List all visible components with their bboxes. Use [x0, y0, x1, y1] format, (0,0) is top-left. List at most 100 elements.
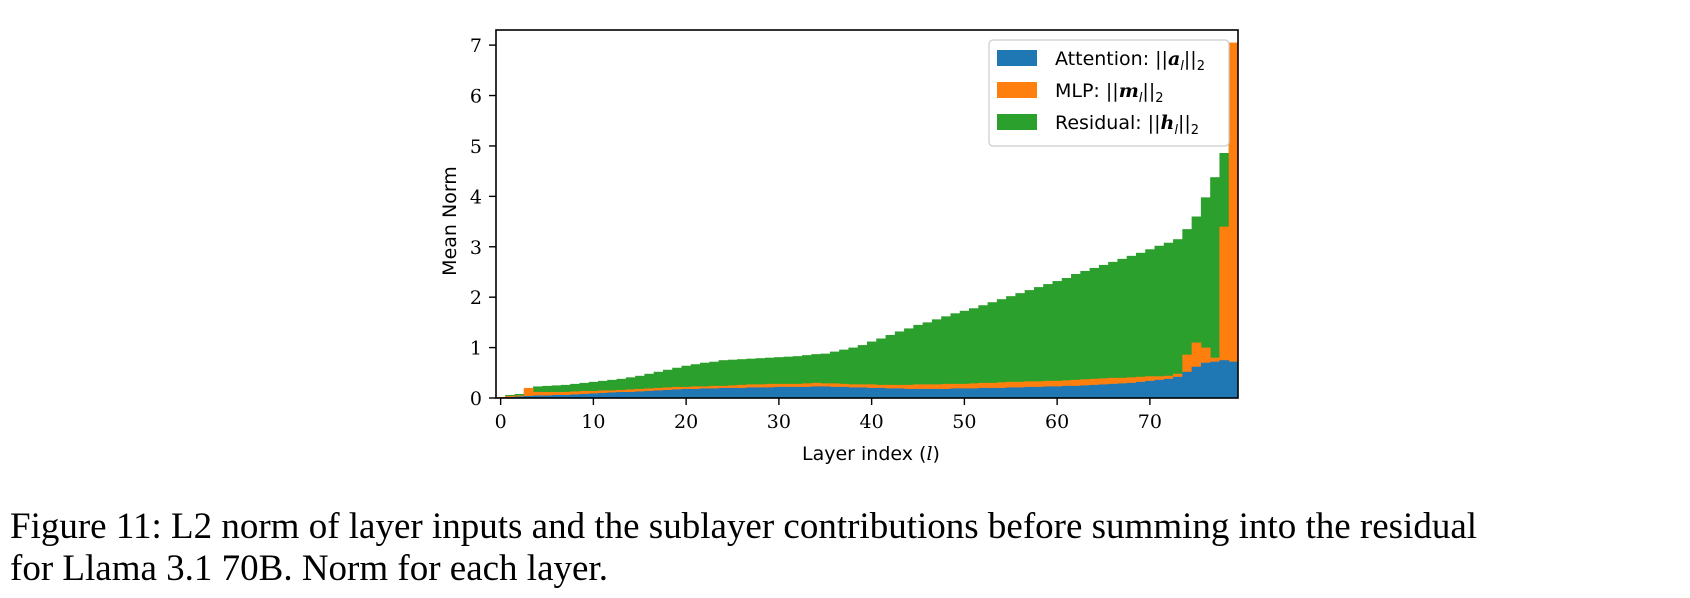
residual-bar-50: [959, 310, 970, 398]
y-tick-label-7: 7: [470, 35, 482, 57]
attention-bar-46: [922, 388, 933, 398]
x-tick-label-70: 70: [1138, 411, 1162, 433]
attention-bar-63: [1080, 385, 1090, 398]
attention-bar-74: [1182, 371, 1193, 398]
residual-bar-69: [1135, 252, 1146, 398]
residual-bar-67: [1117, 258, 1128, 398]
residual-bar-76: [1200, 197, 1211, 398]
residual-bar-53: [987, 302, 998, 398]
x-axis-label-var: l: [926, 443, 932, 465]
attention-bar-62: [1071, 385, 1081, 398]
plot-frame: [495, 29, 1239, 399]
caption-line-2: for Llama 3.1 70B. Norm for each layer.: [10, 548, 608, 589]
residual-bar-11: [598, 380, 608, 398]
residual-bar-45: [913, 324, 924, 398]
mlp-bar-6: [551, 391, 562, 398]
attention-bar-3: [523, 395, 534, 398]
attention-bar-59: [1043, 386, 1053, 398]
residual-bar-56: [1015, 293, 1026, 398]
residual-bar-36: [829, 351, 840, 398]
residual-bar-31: [783, 356, 794, 398]
residual-bar-74: [1182, 229, 1193, 398]
residual-bar-61: [1061, 278, 1072, 398]
attention-bar-17: [653, 390, 664, 398]
x-tick-label-50: 50: [952, 411, 976, 433]
attention-bar-53: [987, 387, 998, 398]
residual-bar-10: [588, 381, 599, 398]
attention-bar-34: [811, 386, 822, 398]
residual-bar-17: [653, 371, 664, 398]
residual-bar-62: [1071, 273, 1081, 398]
residual-bar-25: [727, 359, 738, 398]
chart: 0 10 20 30 40 50 60 70 0 1 2 3 4 5 6 7 Attention: ||al|…: [439, 29, 1239, 465]
residual-bar-35: [820, 353, 831, 398]
y-tick-label-1: 1: [470, 338, 482, 360]
attention-bar-75: [1191, 366, 1202, 398]
legend-box: [988, 39, 1230, 147]
x-tick-label-60: 60: [1045, 411, 1069, 433]
residual-bar-19: [672, 367, 682, 398]
caption-line-1: Figure 11: L2 norm of layer inputs and t…: [10, 506, 1478, 547]
residual-bar-46: [922, 322, 933, 398]
attention-bar-4: [533, 395, 543, 398]
residual-bar-24: [718, 360, 729, 398]
attention-bar-38: [848, 387, 859, 398]
attention-bar-29: [764, 387, 775, 398]
figure-caption: Figure 11: L2 norm of layer inputs and t…: [10, 506, 1680, 590]
residual-bar-64: [1089, 267, 1100, 398]
legend: Attention: ||al||2 MLP: ||ml||2 Residual: …: [988, 39, 1230, 147]
residual-bar-60: [1052, 281, 1063, 398]
attention-bar-61: [1061, 385, 1072, 398]
legend-swatch-1: [997, 82, 1037, 98]
attention-bar-58: [1033, 386, 1044, 398]
mlp-bar-3: [523, 387, 534, 398]
y-tick-label-4: 4: [470, 186, 482, 208]
attention-bar-7: [560, 394, 571, 398]
residual-bar-27: [746, 358, 757, 398]
legend-label-1: MLP: ||ml||2: [1055, 80, 1164, 106]
residual-bar-32: [792, 356, 803, 398]
attention-bar-5: [542, 395, 553, 398]
attention-bar-79: [1228, 361, 1239, 398]
attention-bar-60: [1052, 386, 1063, 398]
attention-bar-73: [1173, 376, 1183, 398]
attention-bar-49: [950, 388, 961, 398]
y-tick-label-2: 2: [470, 287, 482, 309]
legend-label-2: Residual: ||hl||2: [1055, 112, 1199, 138]
x-axis-label-prefix: Layer index (: [802, 443, 926, 465]
attention-bar-23: [709, 388, 719, 398]
attention-bar-50: [959, 388, 970, 398]
attention-bar-67: [1117, 383, 1128, 398]
residual-bar-7: [560, 384, 571, 398]
attention-bar-57: [1024, 386, 1035, 398]
attention-bar-19: [672, 389, 682, 398]
attention-bar-24: [718, 387, 729, 398]
y-tick-label-3: 3: [470, 237, 482, 259]
residual-bar-47: [931, 319, 942, 398]
attention-bar-44: [904, 388, 914, 398]
residual-bar-70: [1145, 249, 1155, 398]
attention-bar-78: [1219, 360, 1230, 398]
residual-bar-77: [1210, 177, 1220, 398]
attention-bar-70: [1145, 380, 1155, 398]
residual-bar-15: [635, 375, 645, 398]
attention-bar-20: [681, 388, 692, 398]
attention-bar-42: [885, 388, 896, 398]
residual-bar-51: [969, 308, 979, 398]
attention-bar-28: [755, 387, 766, 398]
residual-bar-58: [1033, 287, 1044, 398]
residual-bar-34: [811, 354, 822, 398]
residual-bar-57: [1024, 290, 1035, 398]
residual-bar-13: [616, 378, 627, 398]
attention-bar-18: [662, 389, 673, 398]
attention-bars: [496, 360, 1239, 398]
mlp-bar-7: [560, 391, 571, 398]
attention-bar-76: [1200, 362, 1211, 398]
residual-bar-68: [1126, 255, 1137, 398]
attention-bar-72: [1163, 378, 1174, 398]
attention-bar-39: [857, 387, 868, 398]
mlp-bar-5: [542, 391, 553, 398]
residual-bar-72: [1163, 242, 1174, 398]
y-tick-label-0: 0: [470, 388, 482, 410]
attention-bar-40: [867, 387, 877, 398]
